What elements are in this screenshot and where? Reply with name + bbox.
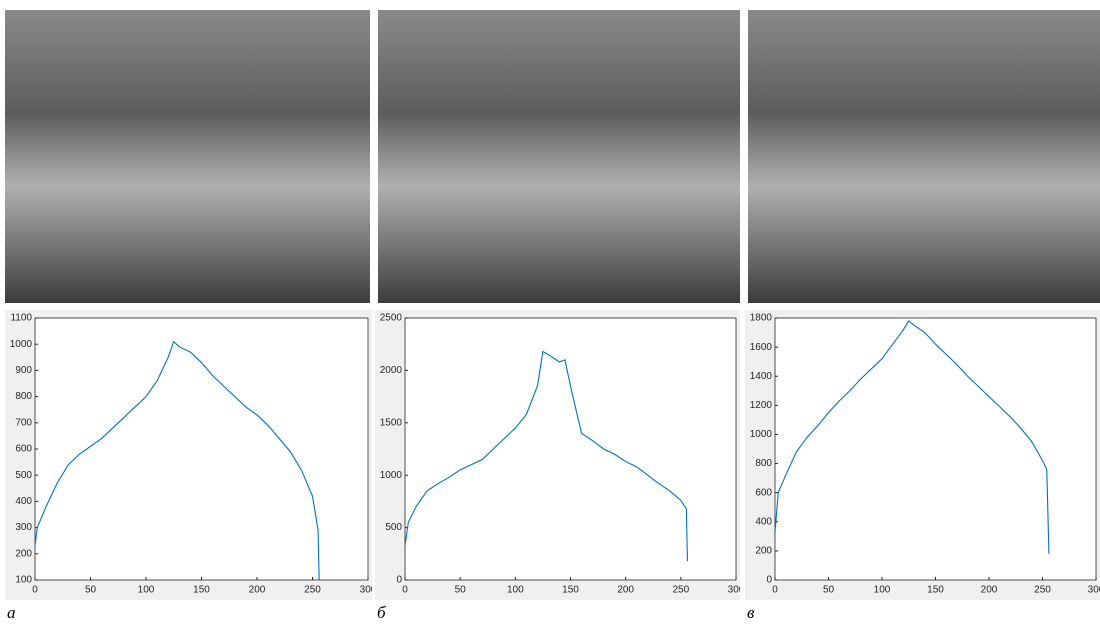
panel-label: б xyxy=(377,603,386,622)
y-tick-label: 1000 xyxy=(750,429,773,440)
photo xyxy=(5,10,370,303)
y-tick-label: 2500 xyxy=(380,313,403,324)
x-tick-label: 50 xyxy=(85,585,97,596)
y-tick-label: 100 xyxy=(15,575,32,586)
x-tick-label: 0 xyxy=(32,585,38,596)
x-tick-label: 100 xyxy=(138,585,155,596)
x-tick-label: 50 xyxy=(823,585,835,596)
x-tick-label: 100 xyxy=(874,585,891,596)
x-tick-label: 200 xyxy=(249,585,266,596)
y-tick-label: 600 xyxy=(755,487,772,498)
y-tick-label: 400 xyxy=(755,516,772,527)
y-tick-label: 800 xyxy=(15,391,32,402)
y-tick-label: 1400 xyxy=(750,371,773,382)
plot-area xyxy=(405,318,736,580)
y-tick-label: 1600 xyxy=(750,342,773,353)
y-tick-label: 1500 xyxy=(380,417,403,428)
y-tick-label: 900 xyxy=(15,365,32,376)
x-tick-label: 250 xyxy=(304,585,321,596)
chart: 100 200 300 400 500 600 700 800 900 1000 1100 0 50 10… xyxy=(5,310,372,626)
y-tick-label: 1000 xyxy=(10,339,33,350)
figure: 1002003004005006007008009001000110005010… xyxy=(0,0,1100,626)
x-tick-label: 150 xyxy=(927,585,944,596)
plot-area xyxy=(775,318,1096,580)
y-tick-label: 700 xyxy=(15,417,32,428)
photo xyxy=(748,10,1100,303)
panel-label: в xyxy=(747,603,755,622)
y-tick-label: 500 xyxy=(15,470,32,481)
y-tick-label: 300 xyxy=(15,522,32,533)
y-tick-label: 1800 xyxy=(750,313,773,324)
panel-label: а xyxy=(7,603,16,622)
y-tick-label: 400 xyxy=(15,496,32,507)
x-tick-label: 300 xyxy=(1088,585,1100,596)
y-tick-label: 200 xyxy=(755,546,772,557)
x-tick-label: 150 xyxy=(562,585,579,596)
y-tick-label: 600 xyxy=(15,444,32,455)
x-tick-label: 100 xyxy=(507,585,524,596)
photo xyxy=(378,10,740,303)
chart: 05001000150020002500050100150200250300б xyxy=(375,310,740,626)
y-tick-label: 1000 xyxy=(380,470,403,481)
x-tick-label: 300 xyxy=(360,585,372,596)
x-tick-label: 250 xyxy=(672,585,689,596)
y-tick-label: 1200 xyxy=(750,400,773,411)
y-tick-label: 1100 xyxy=(10,313,32,324)
x-tick-label: 0 xyxy=(402,585,408,596)
x-tick-label: 250 xyxy=(1034,585,1051,596)
x-tick-label: 0 xyxy=(772,585,778,596)
x-tick-label: 150 xyxy=(193,585,210,596)
x-tick-label: 50 xyxy=(455,585,467,596)
x-tick-label: 300 xyxy=(728,585,740,596)
x-tick-label: 200 xyxy=(981,585,998,596)
y-tick-label: 800 xyxy=(755,458,772,469)
y-tick-label: 200 xyxy=(15,548,32,559)
x-tick-label: 200 xyxy=(617,585,634,596)
y-tick-label: 500 xyxy=(385,522,402,533)
y-tick-label: 2000 xyxy=(380,365,403,376)
